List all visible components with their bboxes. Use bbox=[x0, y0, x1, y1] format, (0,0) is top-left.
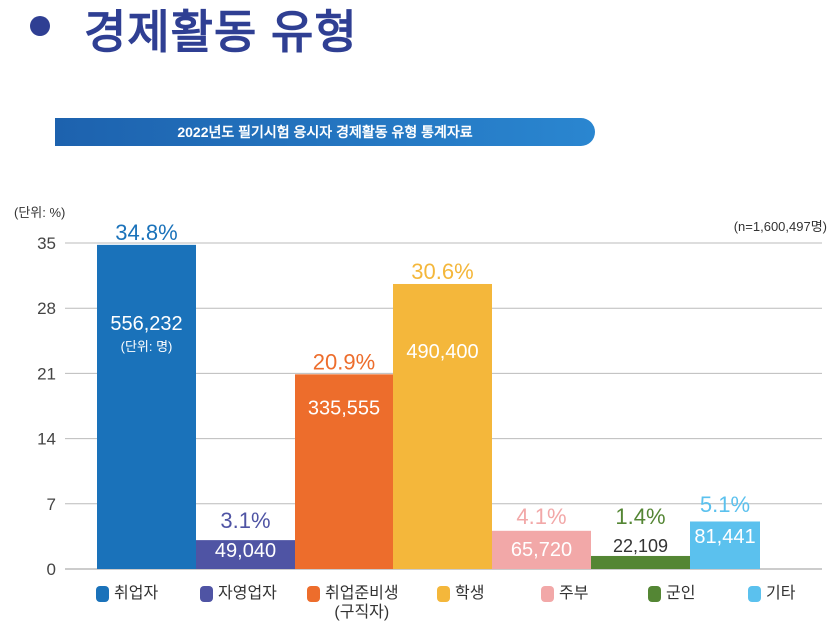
legend-swatch bbox=[437, 586, 450, 602]
legend-label: 기타 bbox=[766, 585, 796, 602]
legend-item: 자영업자 bbox=[200, 584, 307, 622]
percent-label: 4.1% bbox=[516, 504, 566, 529]
sample-size-note: (n=1,600,497명) bbox=[733, 219, 827, 234]
bar bbox=[196, 540, 295, 569]
y-axis-unit: (단위: %) bbox=[14, 205, 66, 220]
y-tick-label: 35 bbox=[37, 234, 56, 253]
bar bbox=[393, 283, 492, 569]
percent-label: 34.8% bbox=[115, 220, 177, 245]
y-tick-label: 21 bbox=[37, 364, 56, 383]
count-label: 490,400 bbox=[406, 341, 478, 363]
percent-label: 30.6% bbox=[411, 259, 473, 284]
legend-item: 군인 bbox=[648, 584, 748, 622]
legend-label: 학생 bbox=[455, 585, 485, 602]
count-label: 335,555 bbox=[308, 397, 380, 419]
legend-swatch bbox=[648, 586, 661, 602]
percent-label: 20.9% bbox=[313, 349, 375, 374]
legend: 취업자 자영업자 취업준비생 (구직자) 학생 주부 군인 기타 bbox=[96, 584, 828, 622]
bar bbox=[97, 244, 196, 569]
legend-label: 취업준비생 (구직자) bbox=[325, 585, 399, 621]
legend-label: 군인 bbox=[666, 585, 696, 602]
page-heading: 경제활동 유형 bbox=[84, 6, 358, 58]
legend-swatch bbox=[96, 586, 109, 602]
count-label: 49,040 bbox=[215, 540, 276, 562]
legend-swatch bbox=[748, 586, 761, 602]
percent-label: 5.1% bbox=[700, 492, 750, 517]
legend-swatch bbox=[200, 586, 213, 602]
legend-label: 주부 bbox=[559, 585, 589, 602]
legend-label: 자영업자 bbox=[218, 585, 277, 602]
y-tick-label: 14 bbox=[37, 430, 56, 449]
legend-item: 취업자 bbox=[96, 584, 200, 622]
bar bbox=[492, 530, 591, 569]
y-tick-label: 0 bbox=[47, 560, 56, 579]
count-label: 81,441 bbox=[694, 526, 755, 548]
chart-title: 2022년도 필기시험 응시자 경제활동 유형 통계자료 bbox=[55, 118, 595, 146]
legend-swatch bbox=[541, 586, 554, 602]
heading-bullet-icon bbox=[30, 16, 50, 36]
bar bbox=[295, 374, 393, 569]
legend-item: 기타 bbox=[748, 584, 828, 622]
percent-label: 3.1% bbox=[220, 508, 270, 533]
y-tick-label: 28 bbox=[37, 299, 56, 318]
bar bbox=[690, 521, 760, 569]
legend-label: 취업자 bbox=[114, 585, 159, 602]
percent-label: 1.4% bbox=[615, 504, 665, 529]
count-label: 65,720 bbox=[511, 539, 572, 561]
bar bbox=[591, 555, 690, 569]
legend-item: 학생 bbox=[437, 584, 541, 622]
legend-item: 주부 bbox=[541, 584, 648, 622]
y-tick-label: 7 bbox=[47, 495, 56, 514]
count-unit-label: (단위: 명) bbox=[121, 339, 173, 354]
legend-item: 취업준비생 (구직자) bbox=[307, 584, 437, 622]
legend-swatch bbox=[307, 586, 320, 602]
count-label: 22,109 bbox=[613, 536, 668, 556]
count-label: 556,232 bbox=[110, 313, 182, 335]
